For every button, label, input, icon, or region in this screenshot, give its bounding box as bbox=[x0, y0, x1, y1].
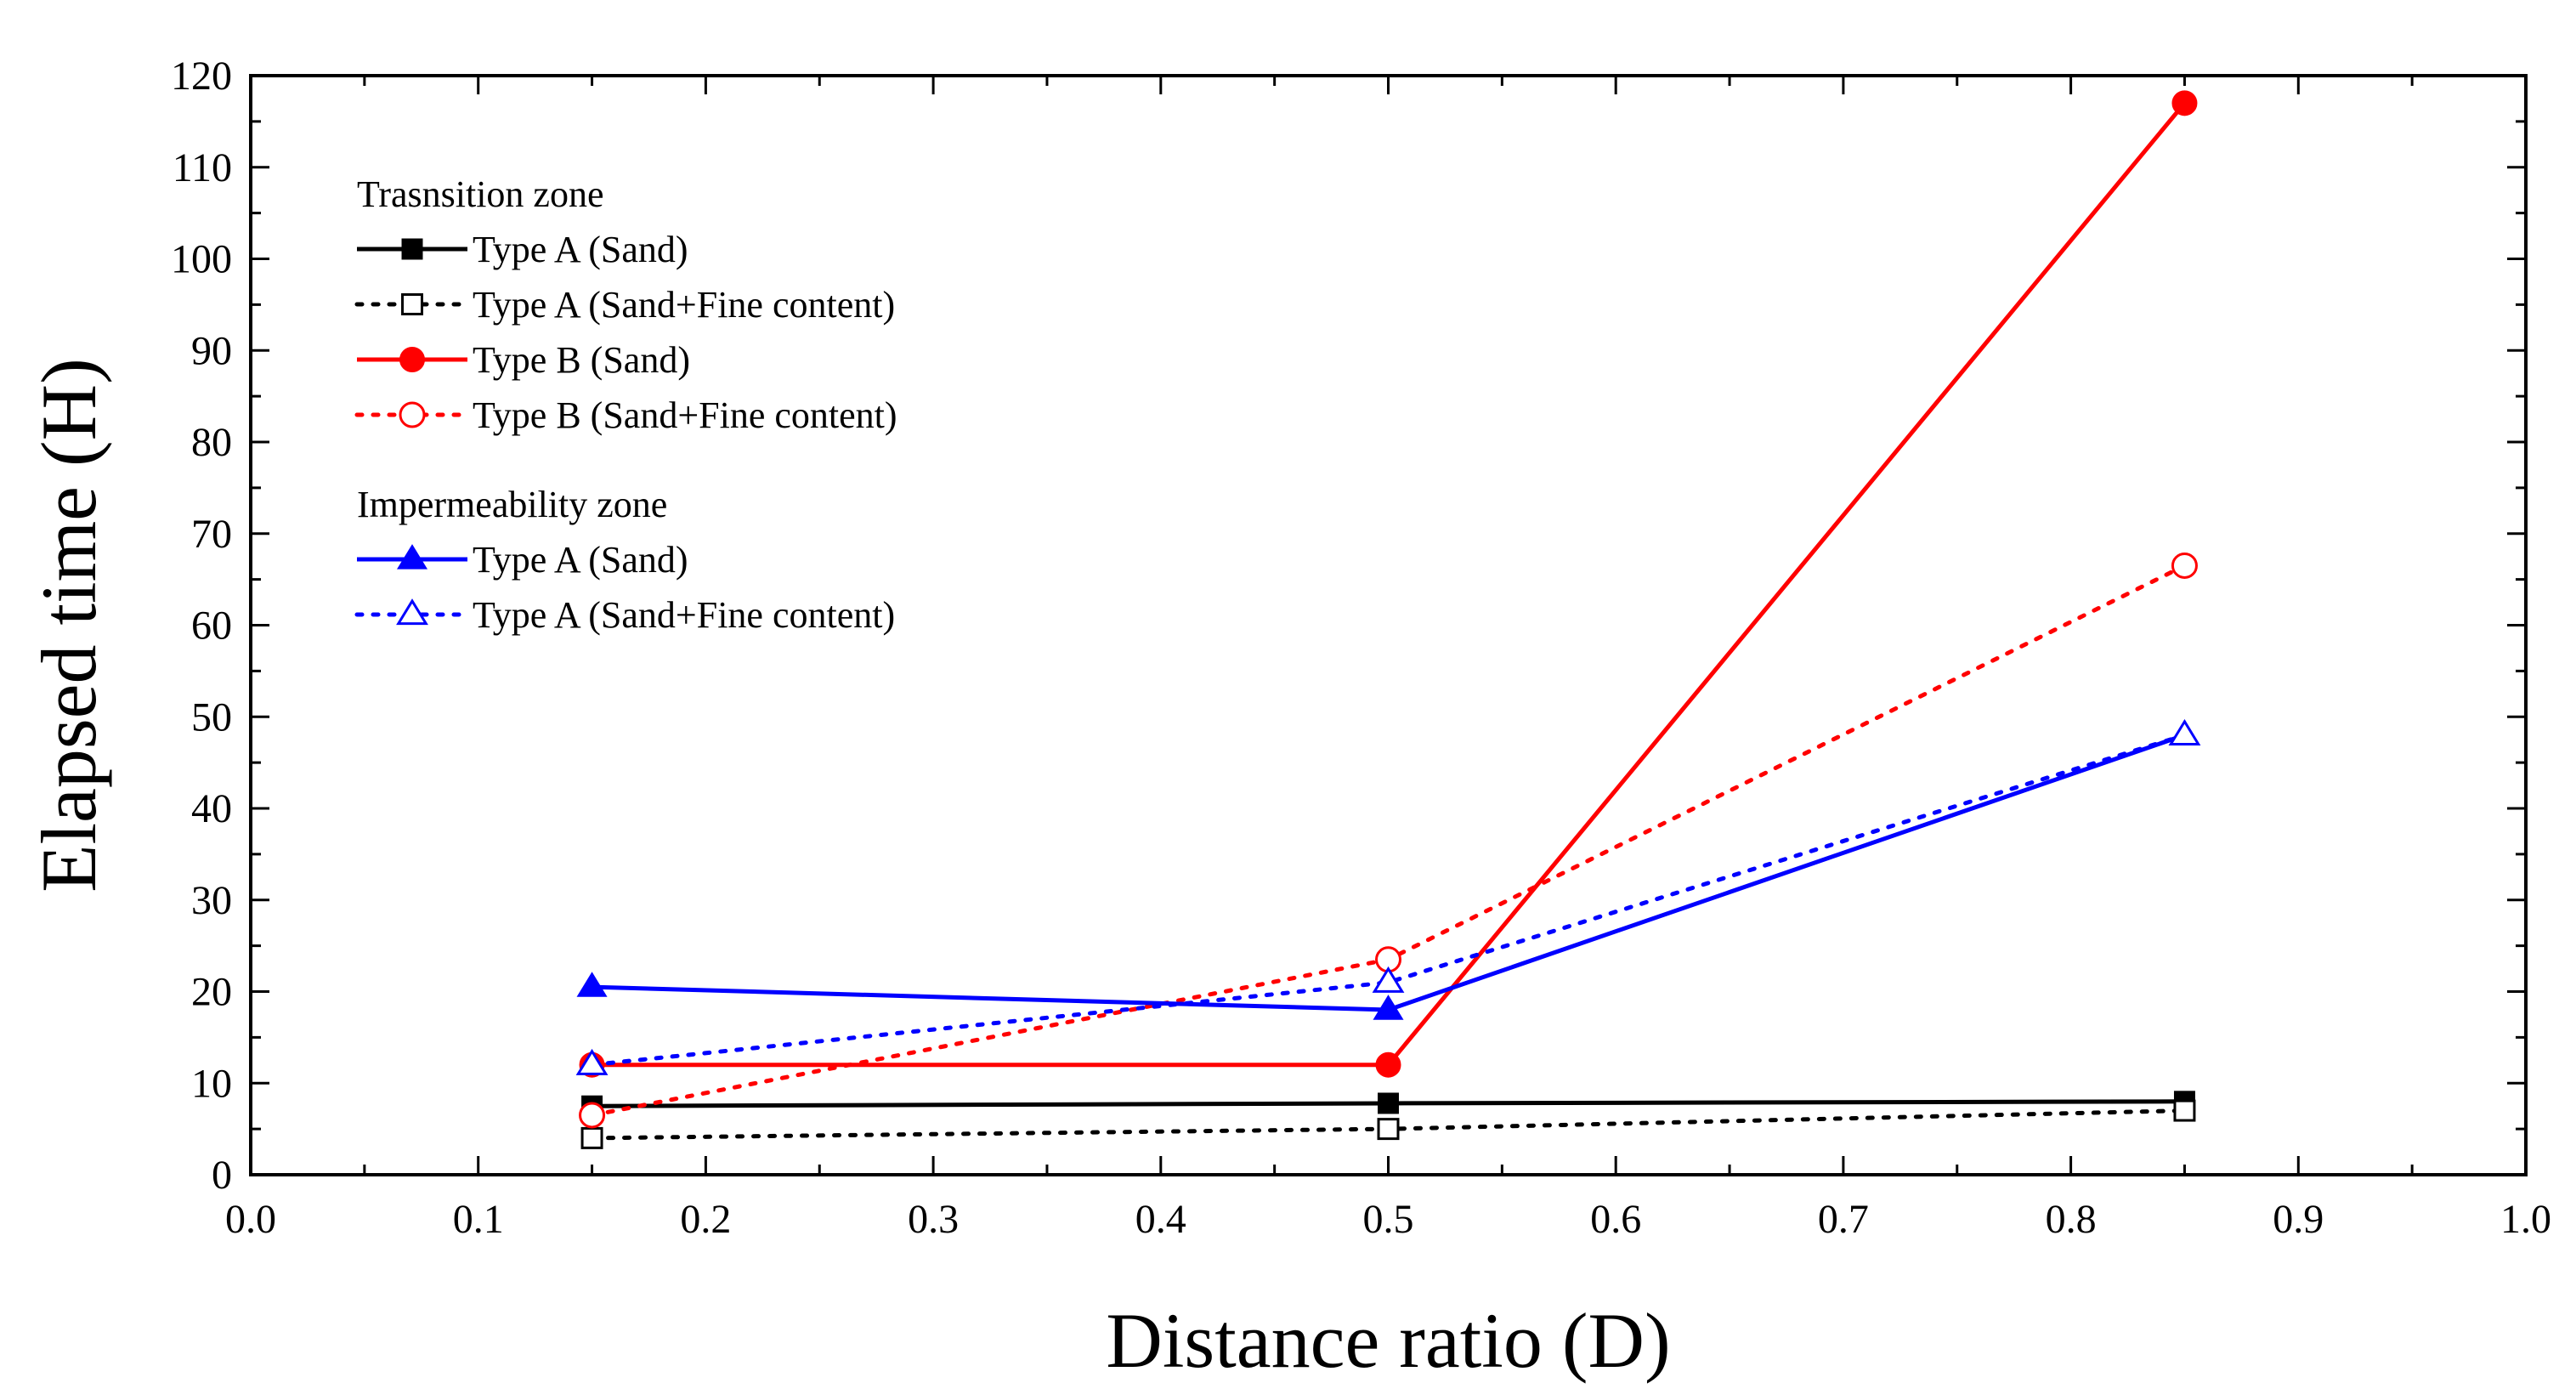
data-point bbox=[1377, 1118, 1400, 1141]
series-line bbox=[590, 733, 2187, 1068]
y-tick-label: 110 bbox=[173, 145, 232, 190]
y-tick-label: 20 bbox=[191, 970, 232, 1015]
legend-label: Type B (Sand) bbox=[473, 339, 690, 381]
ticks-layer: 0.0 0.1 0.2 0.3 0.4 0.5 0.6 0.7 0.8 0.9 1.0 0 10 20 30… bbox=[171, 54, 2551, 1242]
data-point bbox=[2168, 718, 2201, 745]
y-tick-label: 40 bbox=[191, 786, 232, 831]
x-tick-label: 0.5 bbox=[1363, 1197, 1414, 1242]
y-tick-label: 0 bbox=[212, 1153, 232, 1198]
data-point bbox=[576, 972, 608, 997]
legend-label: Type A (Sand+Fine content) bbox=[473, 284, 895, 326]
legend-swatch-marker bbox=[399, 347, 425, 372]
series-2 bbox=[579, 90, 2198, 1078]
legend-label: Type B (Sand+Fine content) bbox=[473, 394, 897, 436]
x-tick-label: 0.4 bbox=[1135, 1197, 1186, 1242]
y-tick-label: 10 bbox=[191, 1061, 232, 1106]
legend-item: Type A (Sand) bbox=[357, 229, 688, 270]
legend-label: Type A (Sand) bbox=[473, 539, 688, 581]
series-line bbox=[592, 101, 2187, 1068]
data-point bbox=[2173, 1099, 2196, 1122]
legend-item: Type B (Sand+Fine content) bbox=[354, 394, 897, 436]
x-tick-label: 1.0 bbox=[2500, 1197, 2551, 1242]
y-tick-label: 60 bbox=[191, 604, 232, 649]
x-tick-label: 0.0 bbox=[225, 1197, 276, 1242]
legend-swatch-marker bbox=[396, 598, 428, 626]
legend-swatch-marker bbox=[396, 544, 428, 570]
legend-item: Type A (Sand+Fine content) bbox=[354, 284, 895, 326]
data-point bbox=[2171, 552, 2198, 579]
data-point bbox=[580, 1126, 603, 1149]
data-point bbox=[1378, 1092, 1399, 1114]
legend-item: Type A (Sand+Fine content) bbox=[354, 594, 895, 636]
y-tick-label: 50 bbox=[191, 694, 232, 740]
legend-item: Type B (Sand) bbox=[357, 339, 690, 381]
y-tick-label: 100 bbox=[171, 237, 232, 282]
data-point bbox=[1373, 995, 1404, 1020]
x-tick-label: 0.8 bbox=[2046, 1197, 2097, 1242]
legend-heading: Impermeability zone bbox=[357, 484, 667, 525]
legend-heading: Trasnsition zone bbox=[357, 173, 604, 215]
series-layer bbox=[575, 90, 2201, 1149]
data-point bbox=[2171, 90, 2198, 116]
x-axis-title: Distance ratio (D) bbox=[1106, 1297, 1670, 1384]
x-tick-label: 0.7 bbox=[1818, 1197, 1869, 1242]
legend-label: Type A (Sand) bbox=[473, 229, 688, 270]
y-tick-label: 90 bbox=[191, 328, 232, 373]
x-tick-label: 0.6 bbox=[1590, 1197, 1641, 1242]
data-point bbox=[575, 1048, 609, 1075]
data-point bbox=[1375, 1051, 1401, 1078]
x-tick-label: 0.9 bbox=[2273, 1197, 2324, 1242]
x-tick-label: 0.3 bbox=[908, 1197, 959, 1242]
legend-swatch-marker bbox=[401, 238, 423, 260]
y-axis-title: Elapsed time (H) bbox=[25, 358, 112, 892]
y-tick-label: 120 bbox=[171, 54, 232, 99]
legend-swatch-marker bbox=[401, 293, 423, 315]
data-point bbox=[1372, 966, 1405, 993]
x-tick-label: 0.2 bbox=[680, 1197, 731, 1242]
data-point bbox=[579, 1102, 606, 1129]
series-line bbox=[590, 563, 2187, 1118]
series-5 bbox=[575, 718, 2201, 1075]
y-tick-label: 30 bbox=[191, 878, 232, 923]
legend-item: Type A (Sand) bbox=[357, 539, 688, 581]
legend-swatch-marker bbox=[399, 401, 426, 428]
series-3 bbox=[579, 552, 2198, 1129]
legend-label: Type A (Sand+Fine content) bbox=[473, 594, 895, 636]
legend: Trasnsition zone Type A (Sand) Type A (San… bbox=[354, 173, 897, 636]
y-tick-label: 70 bbox=[191, 512, 232, 557]
y-tick-label: 80 bbox=[191, 420, 232, 465]
series-0 bbox=[581, 1091, 2195, 1117]
x-tick-label: 0.1 bbox=[453, 1197, 504, 1242]
